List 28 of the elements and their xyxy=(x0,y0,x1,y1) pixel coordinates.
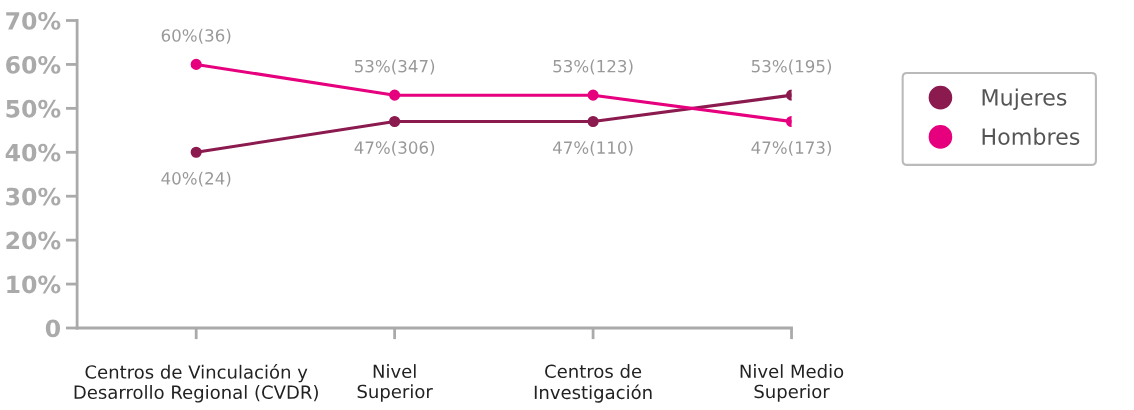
point xyxy=(587,89,599,101)
y-tick-label: 30% xyxy=(6,187,61,206)
x-tick-label: Nivel Medio Superior xyxy=(740,364,844,402)
y-tick-label: 20% xyxy=(6,231,61,250)
data-label: 53%(195) xyxy=(751,59,832,75)
data-label: 47%(306) xyxy=(354,141,435,156)
y-tick-label: 0 xyxy=(45,319,61,338)
y-tick-label: 60% xyxy=(6,55,61,74)
x-tick-label: Nivel Superior xyxy=(357,364,433,402)
y-tick-label: 40% xyxy=(5,143,61,162)
point xyxy=(190,58,202,70)
x-tick-label: Centros de Investigación xyxy=(534,364,652,403)
point xyxy=(389,89,401,101)
y-tick-label: 10% xyxy=(7,275,61,294)
data-label: 47%(110) xyxy=(552,141,633,156)
legend-label: Mujeres xyxy=(982,88,1067,111)
data-label: 53%(123) xyxy=(553,59,633,75)
legend-label: Hombres xyxy=(982,127,1080,145)
data-label: 53%(347) xyxy=(354,59,435,75)
point xyxy=(587,115,599,128)
x-tick-label: Centros de Vinculación y Desarrollo Regional (CVDR) xyxy=(74,364,318,403)
data-label: 60%(36) xyxy=(161,28,231,44)
data-label: 40%(24) xyxy=(161,171,231,187)
point xyxy=(190,146,202,158)
y-tick-label: 70% xyxy=(6,11,61,30)
point xyxy=(389,115,401,128)
y-tick-label: 50% xyxy=(6,99,61,118)
data-label: 47%(173) xyxy=(751,141,832,156)
